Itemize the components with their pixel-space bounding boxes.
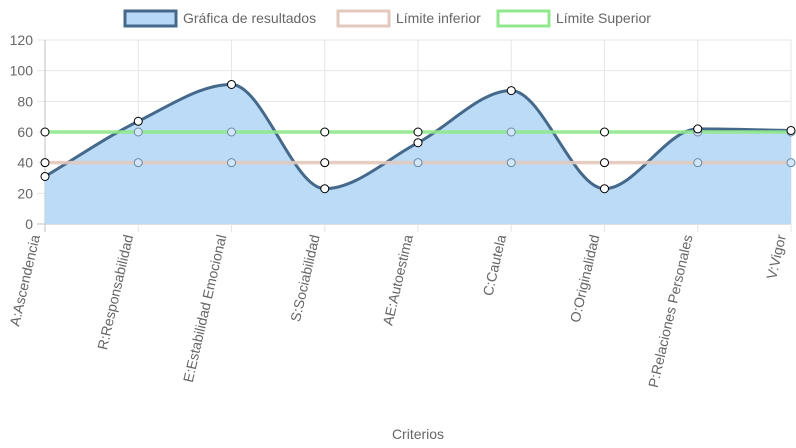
data-point — [320, 158, 330, 168]
data-point — [413, 127, 423, 137]
legend-swatch — [496, 9, 551, 28]
data-point — [506, 127, 516, 137]
x-tick-label: A:Ascendencia — [6, 233, 43, 328]
y-tick-label: 40 — [17, 155, 33, 171]
legend-label: Límite inferior — [396, 10, 481, 26]
legend-swatch — [123, 9, 178, 28]
data-point — [320, 184, 330, 194]
legend-label: Límite Superior — [556, 10, 651, 26]
data-point — [320, 127, 330, 137]
data-point — [413, 138, 423, 148]
data-point — [786, 158, 796, 168]
data-point — [693, 158, 703, 168]
data-point — [506, 86, 516, 96]
y-tick-label: 80 — [17, 93, 33, 109]
data-point — [693, 124, 703, 134]
y-tick-label: 120 — [10, 32, 34, 48]
data-point — [133, 158, 143, 168]
x-tick-label: AE:Autoestima — [380, 233, 416, 327]
legend: Gráfica de resultados Límite inferior Lími… — [123, 9, 651, 28]
x-tick-label: V:Vigor — [763, 233, 789, 281]
x-tick-label: O:Originalidad — [567, 233, 603, 324]
data-point — [40, 127, 50, 137]
legend-swatch — [336, 9, 391, 28]
data-point — [40, 171, 50, 181]
x-tick-label: S:Sociabilidad — [287, 233, 323, 323]
x-axis-title: Criterios — [392, 426, 444, 442]
x-tick-labels: A:Ascendencia R:Responsabilidad E:Estabili… — [6, 233, 789, 389]
data-point — [133, 127, 143, 137]
data-point — [227, 79, 236, 89]
data-point — [413, 158, 423, 168]
y-tick-label: 20 — [17, 185, 33, 201]
y-tick-label: 60 — [17, 124, 33, 140]
data-point — [600, 127, 609, 137]
data-point — [506, 158, 516, 168]
x-tick-label: E:Estabilidad Emocional — [180, 233, 230, 384]
data-point — [133, 116, 143, 126]
x-tick-label: P:Relaciones Personales — [645, 233, 696, 389]
x-tick-label: C:Cautela — [480, 233, 510, 297]
points-layer — [40, 79, 796, 194]
y-tick-label: 100 — [10, 63, 34, 79]
x-tick-label: R:Responsabilidad — [94, 233, 136, 351]
y-tick-labels: 0 20 40 60 80 100 120 — [10, 32, 34, 232]
data-point — [600, 184, 609, 194]
data-point — [227, 127, 236, 137]
y-tick-label: 0 — [25, 216, 33, 232]
legend-label: Gráfica de resultados — [183, 10, 316, 26]
data-point — [227, 158, 236, 168]
data-point — [600, 158, 609, 168]
data-point — [786, 125, 796, 135]
data-point — [40, 158, 50, 168]
